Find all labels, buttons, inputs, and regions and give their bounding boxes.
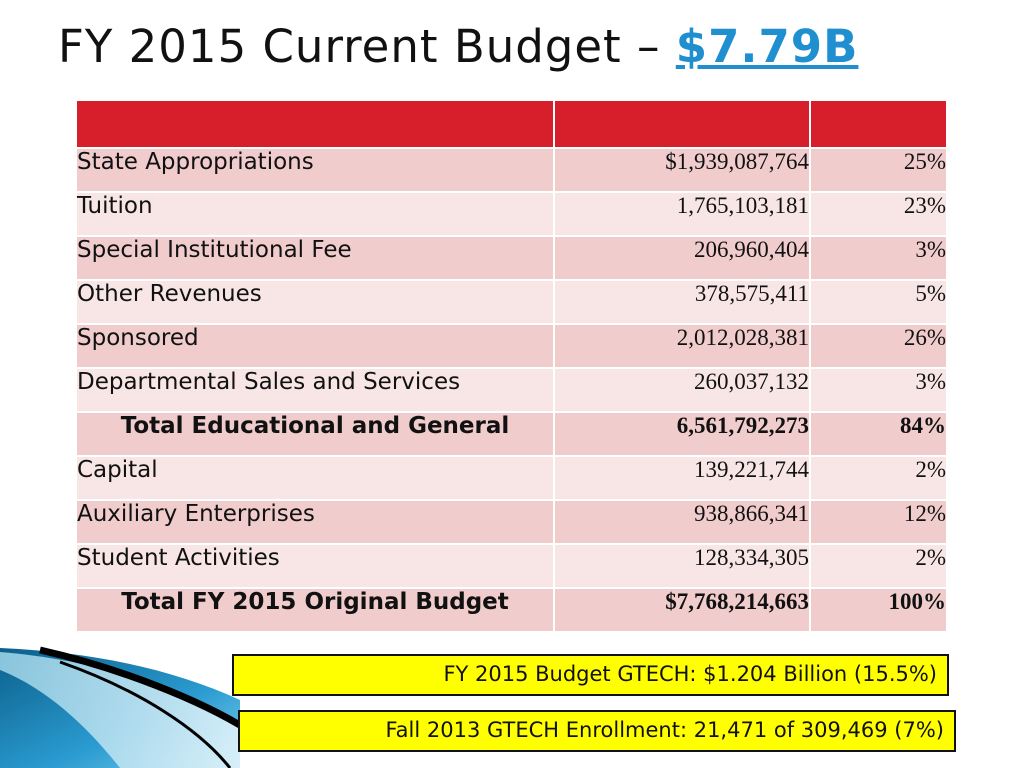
budget-note-box: FY 2015 Budget GTECH: $1.204 Billion (15… bbox=[232, 654, 949, 696]
table-row: Auxiliary Enterprises 938,866,341 12% bbox=[77, 500, 948, 545]
budget-note-text: FY 2015 Budget GTECH: $1.204 Billion (15… bbox=[443, 662, 937, 686]
table-row: Tuition 1,765,103,181 23% bbox=[77, 192, 948, 237]
row-percent: 100% bbox=[810, 588, 948, 633]
row-amount: 1,765,103,181 bbox=[554, 192, 811, 237]
row-label: Tuition bbox=[77, 192, 555, 237]
table-row: Special Institutional Fee 206,960,404 3% bbox=[77, 236, 948, 281]
row-amount: 378,575,411 bbox=[554, 280, 811, 325]
table-row: Departmental Sales and Services 260,037,… bbox=[77, 368, 948, 413]
row-amount: 139,221,744 bbox=[554, 456, 811, 501]
row-label: Departmental Sales and Services bbox=[77, 368, 555, 413]
title-text: FY 2015 Current Budget – bbox=[58, 20, 676, 73]
row-percent: 2% bbox=[810, 456, 948, 501]
row-amount: $7,768,214,663 bbox=[554, 588, 811, 633]
table-row: Capital 139,221,744 2% bbox=[77, 456, 948, 501]
row-percent: 5% bbox=[810, 280, 948, 325]
row-amount: 6,561,792,273 bbox=[554, 412, 811, 457]
budget-table: State Appropriations $1,939,087,764 25% … bbox=[77, 101, 948, 633]
row-amount: 206,960,404 bbox=[554, 236, 811, 281]
table-row: State Appropriations $1,939,087,764 25% bbox=[77, 148, 948, 193]
row-label: Total FY 2015 Original Budget bbox=[77, 588, 555, 633]
table-row: Student Activities 128,334,305 2% bbox=[77, 544, 948, 589]
row-label: Other Revenues bbox=[77, 280, 555, 325]
enrollment-note-box: Fall 2013 GTECH Enrollment: 21,471 of 30… bbox=[238, 710, 956, 752]
row-label: Sponsored bbox=[77, 324, 555, 369]
row-label: Total Educational and General bbox=[77, 412, 555, 457]
table-row: Other Revenues 378,575,411 5% bbox=[77, 280, 948, 325]
header-cell-amount bbox=[554, 101, 811, 149]
slide-title: FY 2015 Current Budget – $7.79B bbox=[58, 20, 858, 73]
row-percent: 2% bbox=[810, 544, 948, 589]
row-amount: $1,939,087,764 bbox=[554, 148, 811, 193]
row-amount: 128,334,305 bbox=[554, 544, 811, 589]
row-amount: 938,866,341 bbox=[554, 500, 811, 545]
header-cell-percent bbox=[810, 101, 948, 149]
table-row: Sponsored 2,012,028,381 26% bbox=[77, 324, 948, 369]
table-total-row: Total Educational and General 6,561,792,… bbox=[77, 412, 948, 457]
row-amount: 2,012,028,381 bbox=[554, 324, 811, 369]
row-amount: 260,037,132 bbox=[554, 368, 811, 413]
header-cell-label bbox=[77, 101, 555, 149]
enrollment-note-text: Fall 2013 GTECH Enrollment: 21,471 of 30… bbox=[385, 718, 944, 742]
row-percent: 23% bbox=[810, 192, 948, 237]
table-header-row bbox=[77, 101, 948, 149]
row-label: Special Institutional Fee bbox=[77, 236, 555, 281]
row-percent: 84% bbox=[810, 412, 948, 457]
row-label: State Appropriations bbox=[77, 148, 555, 193]
table-total-row: Total FY 2015 Original Budget $7,768,214… bbox=[77, 588, 948, 633]
row-percent: 3% bbox=[810, 368, 948, 413]
row-label: Student Activities bbox=[77, 544, 555, 589]
row-percent: 26% bbox=[810, 324, 948, 369]
row-percent: 25% bbox=[810, 148, 948, 193]
row-percent: 12% bbox=[810, 500, 948, 545]
row-label: Auxiliary Enterprises bbox=[77, 500, 555, 545]
row-percent: 3% bbox=[810, 236, 948, 281]
title-amount-link[interactable]: $7.79B bbox=[675, 20, 859, 73]
row-label: Capital bbox=[77, 456, 555, 501]
